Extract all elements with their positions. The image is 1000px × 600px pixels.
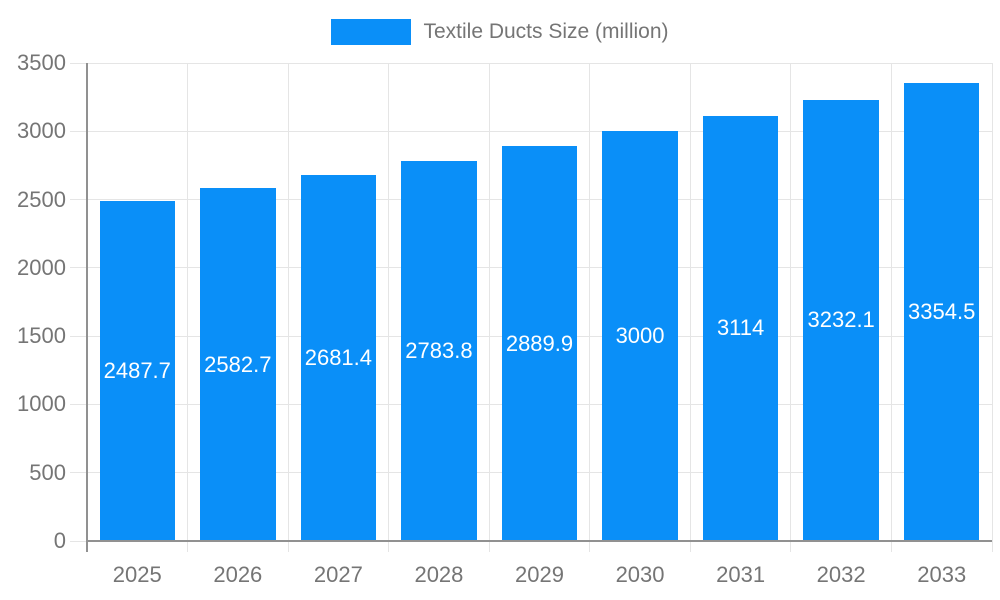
y-gridline	[70, 62, 992, 64]
y-axis-tick-label: 1000	[17, 391, 66, 417]
bar-value-label: 3232.1	[807, 307, 875, 333]
x-gridline	[589, 63, 591, 552]
bar-2031: 3114	[702, 115, 779, 541]
x-gridline	[187, 63, 189, 552]
y-axis-line	[86, 63, 88, 552]
bar-value-label: 2681.4	[304, 344, 373, 370]
y-axis-tick-label: 3000	[17, 118, 66, 144]
x-axis-tick-label: 2028	[414, 562, 464, 587]
y-axis-tick-label: 2000	[17, 254, 66, 280]
bar-value-label: 2783.8	[405, 337, 473, 363]
bar-2032: 3232.1	[803, 99, 879, 541]
x-gridline	[388, 63, 390, 552]
bar-2029: 2889.9	[501, 146, 578, 541]
x-gridline	[991, 63, 993, 552]
chart-legend[interactable]: Textile Ducts Size (million)	[0, 19, 1000, 45]
x-gridline	[488, 63, 490, 552]
x-axis-tick-label: 2029	[515, 562, 564, 587]
bar-value-label: 3354.5	[908, 298, 976, 324]
bar-2033: 3354.5	[904, 82, 980, 541]
legend-swatch	[331, 19, 412, 45]
bar-2030: 3000	[602, 131, 678, 541]
x-gridline	[890, 63, 892, 552]
bar-value-label: 2889.9	[505, 330, 574, 356]
bar-value-label: 3000	[615, 323, 665, 349]
x-gridline	[790, 63, 792, 552]
y-axis-tick-label: 2500	[17, 186, 66, 212]
x-gridline	[689, 63, 691, 552]
bar-2028: 2783.8	[401, 160, 477, 541]
x-axis-tick-label: 2026	[213, 562, 263, 587]
x-axis-tick-label: 2030	[615, 562, 665, 587]
legend-label: Textile Ducts Size (million)	[423, 20, 669, 43]
x-axis-tick-label: 2025	[112, 562, 162, 587]
y-axis-tick-label: 0	[53, 528, 66, 553]
y-gridline	[70, 130, 992, 132]
x-axis-line	[86, 540, 992, 542]
y-axis-tick-label: 1500	[17, 323, 66, 349]
bar-value-label: 2487.7	[103, 358, 171, 384]
x-axis-tick-label: 2033	[917, 562, 967, 587]
x-axis-tick-label: 2031	[716, 562, 766, 587]
x-axis-tick-label: 2032	[816, 562, 866, 587]
y-axis-tick-label: 3500	[17, 50, 66, 75]
bar-2026: 2582.7	[200, 188, 276, 541]
bar-2025: 2487.7	[99, 201, 175, 541]
x-gridline	[287, 63, 289, 552]
bar-value-label: 3114	[716, 315, 765, 341]
bar-2027: 2681.4	[300, 174, 377, 541]
x-axis-tick-label: 2027	[313, 562, 363, 587]
bar-value-label: 2582.7	[204, 351, 272, 377]
y-axis-tick-label: 500	[29, 459, 66, 485]
